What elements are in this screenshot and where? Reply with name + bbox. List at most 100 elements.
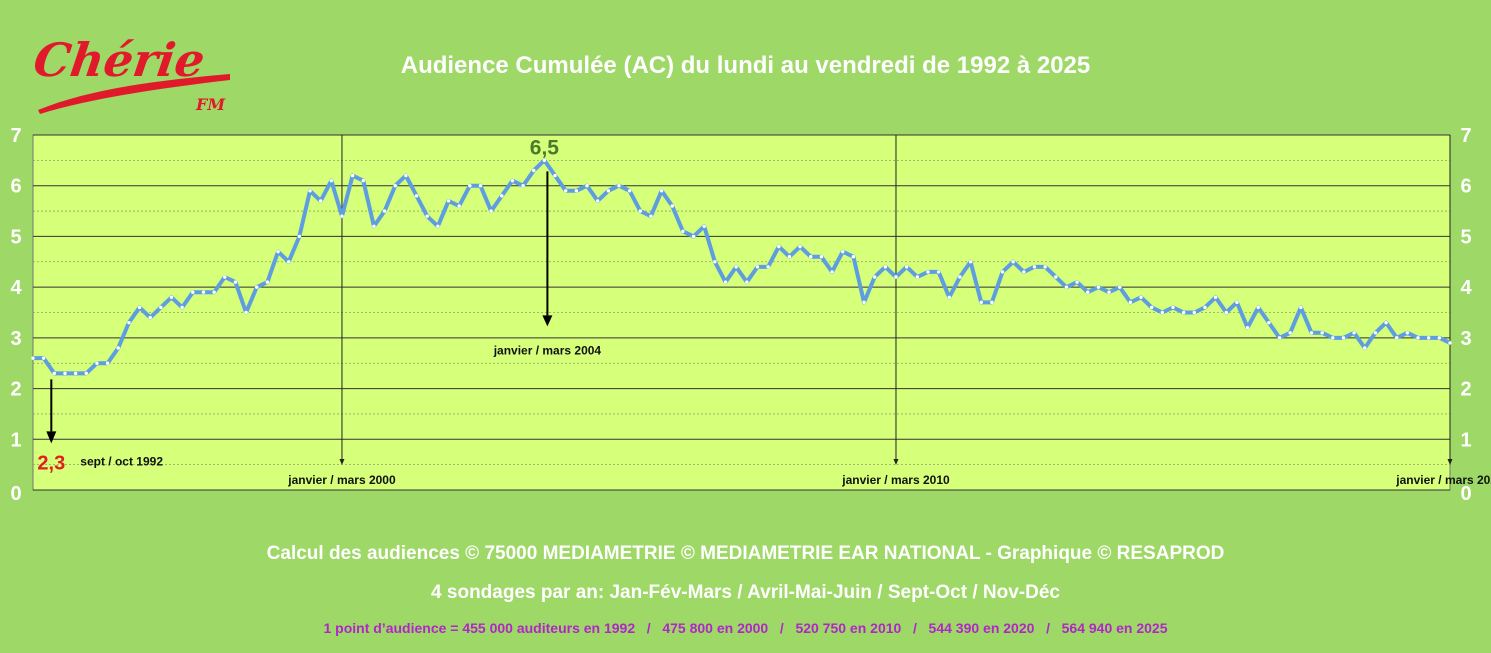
data-point: [627, 189, 632, 193]
data-point: [1331, 336, 1335, 340]
data-point: [436, 224, 440, 228]
data-point: [52, 371, 57, 376]
data-point: [883, 265, 888, 269]
data-point: [1107, 290, 1111, 294]
data-point: [819, 255, 824, 259]
data-point: [830, 270, 834, 274]
period-marker-arrowhead: [893, 459, 899, 465]
y-tick-label-left: 4: [10, 277, 22, 299]
data-point: [1160, 310, 1165, 315]
data-point: [1256, 305, 1260, 310]
data-point: [201, 290, 206, 294]
data-point: [872, 275, 877, 279]
y-tick-label-right: 0: [1460, 483, 1471, 505]
data-point: [414, 194, 419, 198]
data-point: [947, 295, 951, 299]
y-tick-label-left: 1: [10, 429, 21, 451]
period-marker-arrowhead: [339, 459, 345, 465]
period-marker-arrowhead: [1447, 459, 1453, 465]
y-tick-label-right: 1: [1460, 429, 1471, 451]
data-point: [1288, 331, 1292, 335]
data-point: [670, 204, 674, 208]
data-point: [393, 184, 397, 188]
data-point: [1213, 295, 1218, 299]
peak-period-label: janvier / mars 2004: [493, 343, 602, 357]
data-point: [585, 184, 589, 188]
data-point: [286, 260, 291, 264]
data-point: [1267, 320, 1271, 325]
data-point: [904, 265, 909, 269]
data-point: [1352, 331, 1356, 335]
data-point: [851, 255, 856, 259]
data-point: [1118, 285, 1122, 289]
data-point: [1341, 336, 1346, 340]
data-point: [500, 194, 504, 198]
data-point: [1426, 336, 1431, 340]
cherie-fm-logo: Chérie FM: [32, 33, 230, 114]
y-tick-label-left: 7: [10, 125, 21, 147]
data-point: [926, 270, 930, 274]
data-point: [1181, 310, 1186, 315]
data-point: [542, 158, 547, 163]
data-point: [1437, 336, 1442, 340]
data-point: [159, 305, 163, 310]
data-point: [1032, 265, 1037, 269]
data-point: [1373, 331, 1378, 335]
conversion-text: 1 point d’audience = 455 000 auditeurs e…: [323, 620, 1168, 636]
y-tick-label-left: 2: [10, 379, 21, 401]
data-point: [649, 214, 653, 218]
data-point: [265, 280, 270, 284]
start-arrowhead: [46, 431, 57, 444]
data-point: [180, 305, 184, 310]
data-point: [606, 189, 611, 193]
period-marker-label: janvier / mars 2020: [1395, 473, 1491, 487]
data-point: [564, 189, 568, 193]
data-point: [308, 189, 312, 193]
y-tick-label-left: 5: [10, 226, 21, 248]
data-point: [638, 209, 642, 213]
data-point: [1043, 265, 1047, 269]
data-point: [532, 168, 536, 173]
data-point: [521, 184, 525, 188]
data-point: [1309, 331, 1314, 335]
data-point: [73, 371, 78, 376]
data-point: [191, 290, 195, 294]
data-point: [617, 184, 621, 188]
audience-series: [31, 158, 1452, 376]
data-point: [223, 275, 227, 279]
data-point: [574, 189, 579, 193]
data-point: [446, 199, 451, 203]
data-point: [595, 199, 600, 203]
data-point: [734, 265, 738, 269]
grid-lines: [33, 134, 1450, 491]
data-point: [1075, 280, 1079, 284]
data-point: [1203, 305, 1207, 310]
data-point: [1022, 270, 1026, 274]
data-point: [169, 295, 174, 299]
data-point: [968, 260, 973, 264]
logo-swoosh: [38, 74, 230, 114]
data-point: [297, 234, 302, 239]
data-point: [1054, 275, 1058, 279]
data-point: [478, 184, 483, 188]
series-line: [33, 158, 1451, 376]
data-point: [84, 371, 88, 376]
data-point: [468, 184, 472, 188]
y-tick-label-right: 3: [1460, 328, 1471, 350]
data-point: [1448, 341, 1452, 345]
data-point: [137, 305, 142, 310]
data-point: [116, 346, 120, 350]
data-point: [862, 300, 866, 305]
data-point: [755, 265, 760, 269]
data-point: [681, 229, 685, 234]
logo-brand-text: Chérie: [32, 33, 208, 87]
data-point: [425, 214, 429, 218]
data-point: [489, 209, 493, 213]
data-point: [936, 270, 941, 274]
data-point: [148, 315, 152, 320]
data-point: [1405, 331, 1410, 335]
data-point: [766, 265, 770, 269]
data-point: [777, 244, 781, 249]
data-point: [63, 371, 67, 376]
data-point: [1171, 305, 1175, 310]
